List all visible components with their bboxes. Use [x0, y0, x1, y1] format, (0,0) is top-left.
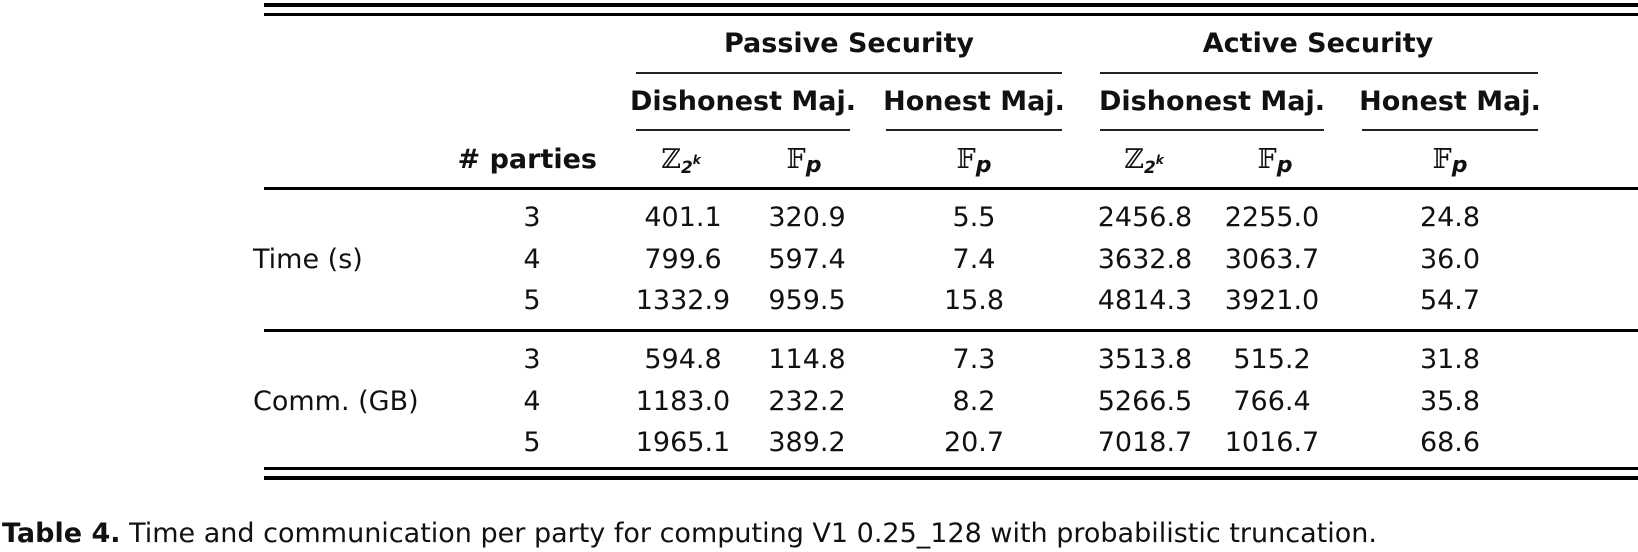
ring-subscript: p	[805, 153, 822, 178]
header-active-dishonest: Dishonest Maj.	[1098, 86, 1326, 117]
table-cell: 515.2	[1233, 344, 1311, 375]
ring-subscript: 2	[1143, 158, 1156, 178]
table-cell: 766.4	[1233, 386, 1311, 417]
header-active-security: Active Security	[1202, 28, 1434, 59]
table-cell: 7.4	[952, 244, 996, 275]
table-cell: 3513.8	[1097, 344, 1193, 375]
parties-cell: 4	[523, 244, 541, 275]
caption-label: Table 4.	[2, 518, 121, 549]
table-cell: 232.2	[768, 386, 846, 417]
table-cell: 2255.0	[1224, 202, 1320, 233]
table-cell: 24.8	[1419, 202, 1481, 233]
parties-cell: 3	[523, 344, 541, 375]
table-cell: 8.2	[952, 386, 996, 417]
header-ring-fp-active-honest: 𝔽p	[1433, 143, 1468, 183]
table-cell: 1183.0	[635, 386, 731, 417]
ring-symbol: ℤ	[1124, 144, 1144, 175]
table-cell: 68.6	[1419, 427, 1481, 458]
table-cell: 959.5	[768, 285, 846, 316]
table-cell: 594.8	[644, 344, 722, 375]
table-cell: 4814.3	[1097, 285, 1193, 316]
table-cell: 35.8	[1419, 386, 1481, 417]
header-passive-honest: Honest Maj.	[883, 86, 1065, 117]
section-label-comm: Comm. (GB)	[253, 386, 419, 417]
table-cell: 3921.0	[1224, 285, 1320, 316]
table-cell: 114.8	[768, 344, 846, 375]
ring-symbol: 𝔽	[1432, 144, 1452, 175]
caption-text: Time and communication per party for com…	[120, 518, 1377, 549]
top-rule-2	[264, 13, 1638, 16]
ring-symbol: 𝔽	[956, 144, 976, 175]
header-passive-security: Passive Security	[723, 28, 975, 59]
section-rule	[264, 329, 1638, 332]
ring-exponent: k	[692, 153, 701, 167]
header-ring-fp-passive-honest: 𝔽p	[957, 143, 992, 183]
section-label-time: Time (s)	[253, 244, 363, 275]
table-cell: 5266.5	[1097, 386, 1193, 417]
cmidrule-active	[1100, 72, 1538, 74]
header-rule	[264, 187, 1638, 190]
header-ring-z2k-passive: ℤ2k	[661, 143, 701, 185]
parties-cell: 5	[523, 427, 541, 458]
table-cell: 2456.8	[1097, 202, 1193, 233]
parties-cell: 3	[523, 202, 541, 233]
table-cell: 3632.8	[1097, 244, 1193, 275]
ring-exponent: k	[1155, 153, 1164, 167]
cmidrule-passive	[636, 72, 1062, 74]
top-rule-1	[264, 3, 1638, 7]
header-ring-fp-passive-dishonest: 𝔽p	[787, 143, 822, 183]
ring-subscript: p	[1451, 153, 1468, 178]
table-cell: 389.2	[768, 427, 846, 458]
table-cell: 401.1	[644, 202, 722, 233]
table-cell: 320.9	[768, 202, 846, 233]
table-cell: 1332.9	[635, 285, 731, 316]
header-ring-fp-active-dishonest: 𝔽p	[1258, 143, 1293, 183]
parties-cell: 4	[523, 386, 541, 417]
table-cell: 597.4	[768, 244, 846, 275]
header-ring-z2k-active: ℤ2k	[1124, 143, 1164, 185]
ring-subscript: p	[975, 153, 992, 178]
table-cell: 7018.7	[1097, 427, 1193, 458]
ring-symbol: ℤ	[661, 144, 681, 175]
header-passive-dishonest: Dishonest Maj.	[629, 86, 857, 117]
table-cell: 5.5	[952, 202, 996, 233]
cmidrule-active-honest	[1362, 129, 1538, 131]
table-cell: 7.3	[952, 344, 996, 375]
table-cell: 3063.7	[1224, 244, 1320, 275]
header-parties: # parties	[457, 144, 597, 175]
cmidrule-passive-dishonest	[636, 129, 850, 131]
cmidrule-passive-honest	[886, 129, 1062, 131]
bottom-rule-1	[264, 467, 1638, 470]
table-caption: Table 4. Time and communication per part…	[2, 517, 1377, 551]
table-cell: 15.8	[943, 285, 1005, 316]
table-cell: 799.6	[644, 244, 722, 275]
parties-cell: 5	[523, 285, 541, 316]
ring-subscript: p	[1276, 153, 1293, 178]
table-cell: 31.8	[1419, 344, 1481, 375]
table-cell: 36.0	[1419, 244, 1481, 275]
ring-symbol: 𝔽	[786, 144, 806, 175]
table-cell: 1965.1	[635, 427, 731, 458]
header-active-honest: Honest Maj.	[1359, 86, 1541, 117]
ring-symbol: 𝔽	[1257, 144, 1277, 175]
table-cell: 1016.7	[1224, 427, 1320, 458]
table-cell: 20.7	[943, 427, 1005, 458]
cmidrule-active-dishonest	[1100, 129, 1324, 131]
ring-subscript: 2	[680, 158, 693, 178]
bottom-rule-2	[264, 476, 1638, 480]
table-cell: 54.7	[1419, 285, 1481, 316]
